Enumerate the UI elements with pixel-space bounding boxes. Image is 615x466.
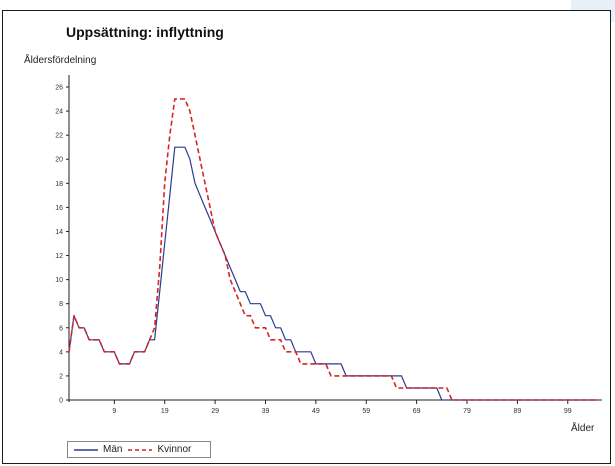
x-tick-label: 69 (413, 408, 421, 415)
y-tick-label: 18 (55, 181, 63, 188)
x-tick-label: 99 (564, 408, 572, 415)
series-line-man (68, 146, 598, 401)
y-tick-label: 24 (55, 109, 63, 116)
legend-swatch-dashed (128, 448, 153, 451)
y-tick-label: 22 (55, 133, 63, 140)
series-lines (68, 98, 598, 401)
y-tick-label: 20 (55, 157, 63, 164)
y-tick-label: 16 (55, 205, 63, 212)
x-tick-label: 59 (362, 408, 370, 415)
x-tick-label: 19 (161, 408, 169, 415)
y-tick-label: 4 (59, 349, 63, 356)
legend-label-man: Män (103, 444, 123, 455)
x-tick-label: 79 (463, 408, 471, 415)
y-tick-label: 14 (55, 229, 63, 236)
x-tick-label: 9 (112, 408, 116, 415)
y-tick-label: 12 (55, 253, 63, 260)
legend: Män Kvinnor (67, 441, 211, 458)
legend-label-kvinnor: Kvinnor (157, 444, 192, 455)
legend-item-man: Män (73, 444, 122, 455)
series-line-kvinnor (68, 98, 598, 401)
y-axis-label: Åldersfördelning (24, 55, 97, 66)
y-tick-label: 8 (59, 301, 63, 308)
y-tick-label: 2 (59, 373, 63, 380)
y-tick-label: 6 (59, 325, 63, 332)
y-tick-label: 26 (55, 85, 63, 92)
chart-title: Uppsättning: inflyttning (66, 24, 224, 40)
y-tick-label: 10 (55, 277, 63, 284)
x-tick-label: 39 (262, 408, 270, 415)
x-axis-label: Ålder (571, 423, 595, 434)
legend-item-kvinnor: Kvinnor (127, 444, 191, 455)
chart-frame (2, 10, 611, 464)
legend-swatch-solid (74, 448, 98, 451)
x-tick-label: 49 (312, 408, 320, 415)
x-tick-label: 29 (211, 408, 219, 415)
y-tick-label: 0 (59, 398, 63, 405)
x-tick-label: 89 (513, 408, 521, 415)
